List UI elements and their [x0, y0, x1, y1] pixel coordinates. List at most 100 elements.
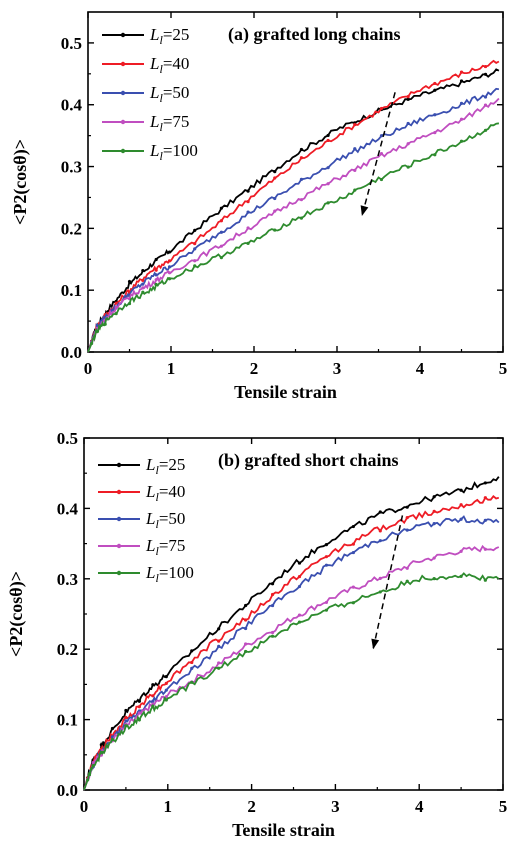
series-marker [326, 166, 330, 170]
series-marker [190, 680, 194, 684]
series-marker [326, 201, 330, 205]
legend-label: Ll=100 [149, 141, 198, 163]
series-marker [217, 627, 221, 631]
series-marker [297, 620, 302, 624]
series-marker [432, 509, 436, 513]
series-line [87, 68, 500, 353]
series-marker [299, 156, 304, 160]
legend-marker [120, 148, 126, 154]
series-line [87, 122, 500, 353]
series-marker [326, 138, 330, 143]
x-tick-label: 0 [80, 797, 89, 816]
series-marker [219, 244, 223, 248]
x-tick-label: 2 [250, 359, 259, 378]
series-marker [378, 510, 382, 514]
series-marker [483, 547, 487, 551]
series-marker [127, 301, 132, 306]
series-marker [433, 113, 437, 117]
trend-arrow-head [371, 638, 380, 650]
series-marker [217, 644, 221, 648]
series-marker [351, 601, 355, 605]
legend-marker [120, 32, 126, 38]
series-marker [353, 188, 357, 192]
y-tick-label: 0.0 [57, 781, 78, 800]
series-marker [114, 305, 118, 309]
series-marker [219, 206, 223, 210]
series-marker [124, 719, 128, 723]
series-marker [324, 563, 329, 567]
series-line [83, 572, 500, 791]
series-marker [154, 268, 158, 272]
series-marker [459, 503, 463, 507]
legend-marker [116, 462, 122, 468]
series-marker [378, 590, 382, 594]
series-marker [137, 711, 141, 715]
series-marker [351, 542, 355, 546]
series-marker [270, 603, 275, 608]
series-marker [433, 81, 437, 86]
series-marker [483, 103, 488, 107]
legend-marker [116, 543, 122, 549]
series-marker [406, 97, 410, 101]
series-marker [114, 311, 118, 316]
series-marker [459, 574, 463, 579]
series-marker [217, 661, 221, 665]
x-tick-label: 1 [164, 797, 173, 816]
series-marker [459, 549, 463, 553]
legend-label: Ll=25 [145, 455, 185, 477]
series-marker [483, 72, 488, 76]
legend-label: Ll=40 [149, 54, 189, 76]
series-marker [124, 724, 128, 728]
series-marker [378, 576, 382, 580]
series-marker [164, 698, 168, 702]
x-tick-label: 5 [499, 359, 508, 378]
series-marker [219, 219, 223, 223]
series-marker [326, 133, 330, 138]
series-marker [244, 618, 248, 622]
series-marker [124, 715, 128, 720]
series-marker [167, 250, 172, 254]
series-marker [297, 574, 302, 579]
series-marker [85, 778, 90, 782]
series-marker [351, 585, 355, 589]
series-marker [459, 70, 464, 74]
y-tick-label: 0.2 [57, 640, 78, 659]
series-marker [483, 578, 487, 582]
series-marker [103, 322, 107, 326]
series-marker [297, 561, 302, 565]
series-marker [124, 708, 128, 713]
y-tick-label: 0.5 [57, 429, 78, 448]
series-marker [273, 176, 277, 180]
series-marker [433, 153, 437, 157]
series-marker [167, 265, 172, 269]
series-marker [110, 735, 115, 739]
series-marker [324, 543, 329, 547]
series-marker [405, 528, 409, 532]
series-marker [167, 259, 172, 263]
legend-marker [116, 489, 122, 495]
y-tick-label: 0.0 [61, 343, 82, 362]
series-marker [137, 718, 141, 722]
trend-arrow-shaft [361, 92, 396, 217]
series-marker [193, 247, 197, 251]
y-tick-label: 0.3 [61, 158, 82, 177]
series-marker [299, 216, 304, 220]
series-marker [137, 705, 141, 709]
series-marker [244, 626, 248, 631]
y-axis-title: <P2(cosθ)> [10, 139, 31, 225]
series-line [83, 495, 500, 791]
series-marker [246, 241, 250, 245]
series-line [83, 476, 500, 791]
series-marker [299, 198, 304, 202]
y-tick-label: 0.3 [57, 570, 78, 589]
series-marker [432, 495, 436, 499]
y-axis-title: <P2(cosθ)> [6, 571, 27, 657]
series-marker [167, 271, 172, 275]
legend-marker [120, 119, 126, 125]
legend-marker [120, 61, 126, 67]
x-tick-label: 0 [84, 359, 93, 378]
series-marker [151, 683, 155, 687]
series-marker [167, 277, 172, 281]
series-marker [193, 264, 197, 268]
